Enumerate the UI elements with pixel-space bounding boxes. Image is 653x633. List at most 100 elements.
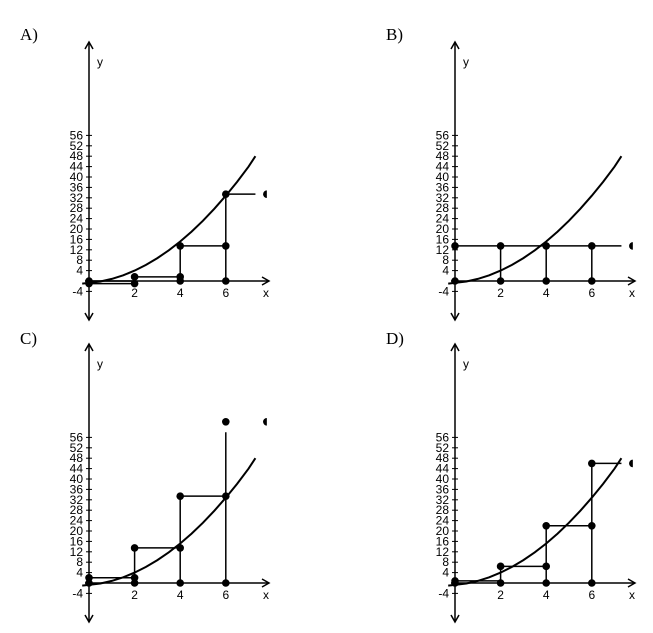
y-tick-label: 20 (436, 524, 450, 538)
data-point (496, 579, 505, 587)
y-tick-label: 16 (436, 534, 450, 548)
y-tick-label: 40 (70, 170, 84, 184)
y-tick-label: 24 (70, 514, 84, 528)
y-tick-label: 12 (436, 243, 450, 257)
y-tick-label: 8 (76, 253, 83, 267)
x-tick-label: 6 (588, 588, 595, 602)
y-axis-arrow-bottom (450, 614, 460, 624)
y-axis-label: y (463, 357, 469, 371)
x-axis-arrow (627, 276, 637, 286)
y-axis-arrow-bottom (84, 614, 94, 624)
y-tick-label: 16 (436, 232, 450, 246)
y-tick-label: 4 (76, 566, 83, 580)
y-tick-label: 40 (70, 472, 84, 486)
y-tick-label: 4 (442, 566, 449, 580)
x-axis-label: x (629, 286, 635, 300)
y-tick-label: -4 (72, 586, 83, 600)
function-curve (82, 155, 257, 285)
x-axis-arrow (261, 276, 271, 286)
y-tick-label: 4 (442, 264, 449, 278)
x-tick-label: 4 (177, 588, 184, 602)
y-tick-label: 28 (70, 201, 84, 215)
data-point (451, 242, 459, 250)
y-tick-label: 28 (70, 503, 84, 517)
half-point (629, 242, 633, 250)
y-tick-label: 52 (70, 139, 84, 153)
data-point (130, 273, 139, 281)
y-tick-label: 36 (70, 180, 84, 194)
data-point (130, 544, 139, 552)
data-point (222, 277, 230, 285)
y-tick-label: 20 (70, 524, 84, 538)
data-point (130, 279, 139, 288)
y-tick-label: 32 (70, 191, 84, 205)
data-point (176, 579, 184, 587)
y-axis-label: y (97, 357, 103, 371)
y-tick-label: -4 (438, 284, 449, 298)
x-axis-label: x (629, 588, 635, 602)
y-tick-label: 8 (442, 253, 449, 267)
data-point (588, 459, 596, 468)
y-tick-label: 40 (436, 472, 450, 486)
x-tick-label: 2 (497, 286, 504, 300)
y-tick-label: 56 (70, 128, 84, 142)
y-axis-arrow-top (84, 40, 94, 50)
y-tick-label: 44 (436, 462, 450, 476)
y-tick-label: 24 (436, 514, 450, 528)
y-tick-label: 48 (436, 149, 450, 163)
data-point (176, 492, 184, 500)
data-point (542, 277, 550, 285)
data-point (542, 579, 550, 587)
data-point (588, 522, 596, 530)
panel-label-c: C) (20, 329, 37, 348)
y-tick-label: 56 (436, 128, 450, 142)
y-tick-label: 48 (436, 451, 450, 465)
y-tick-label: 32 (436, 191, 450, 205)
y-tick-label: 56 (70, 430, 84, 444)
y-axis-arrow-top (84, 342, 94, 352)
y-tick-label: 52 (436, 139, 450, 153)
y-tick-label: 52 (436, 441, 450, 455)
data-point (588, 242, 596, 250)
data-point (451, 277, 459, 285)
x-axis-arrow (627, 578, 637, 588)
data-point (85, 279, 93, 288)
y-tick-label: 36 (436, 180, 450, 194)
data-point (542, 522, 550, 530)
x-axis-label: x (263, 588, 269, 602)
panel-label-b: B) (386, 25, 403, 44)
data-point (496, 242, 505, 250)
x-tick-label: 4 (177, 286, 184, 300)
y-tick-label: 24 (436, 212, 450, 226)
data-point (222, 418, 230, 426)
y-tick-label: 12 (70, 545, 84, 559)
data-point (222, 242, 230, 250)
data-point (85, 574, 93, 582)
x-tick-label: 4 (543, 588, 550, 602)
data-point (496, 562, 505, 571)
data-point (496, 277, 505, 285)
y-tick-label: 36 (70, 482, 84, 496)
y-tick-label: 32 (70, 493, 84, 507)
data-point (222, 579, 230, 587)
y-tick-label: 44 (436, 160, 450, 174)
data-point (451, 577, 459, 585)
function-curve (448, 155, 623, 285)
data-point (176, 242, 184, 250)
half-point (263, 190, 267, 198)
y-tick-label: 12 (436, 545, 450, 559)
data-point (176, 277, 184, 285)
data-point (588, 579, 596, 587)
chart-panel-c: C) y x 56 52 48 44 40 36 32 28 24 20 16 12 8 4 -4 2 4 6 (0, 316, 326, 632)
y-tick-label: -4 (72, 284, 83, 298)
y-tick-label: 8 (76, 555, 83, 569)
y-tick-label: 36 (436, 482, 450, 496)
data-point (130, 579, 139, 587)
y-tick-label: 52 (70, 441, 84, 455)
x-tick-label: 2 (497, 588, 504, 602)
data-point (222, 492, 230, 500)
data-point (588, 277, 596, 285)
y-tick-label: 16 (70, 232, 84, 246)
